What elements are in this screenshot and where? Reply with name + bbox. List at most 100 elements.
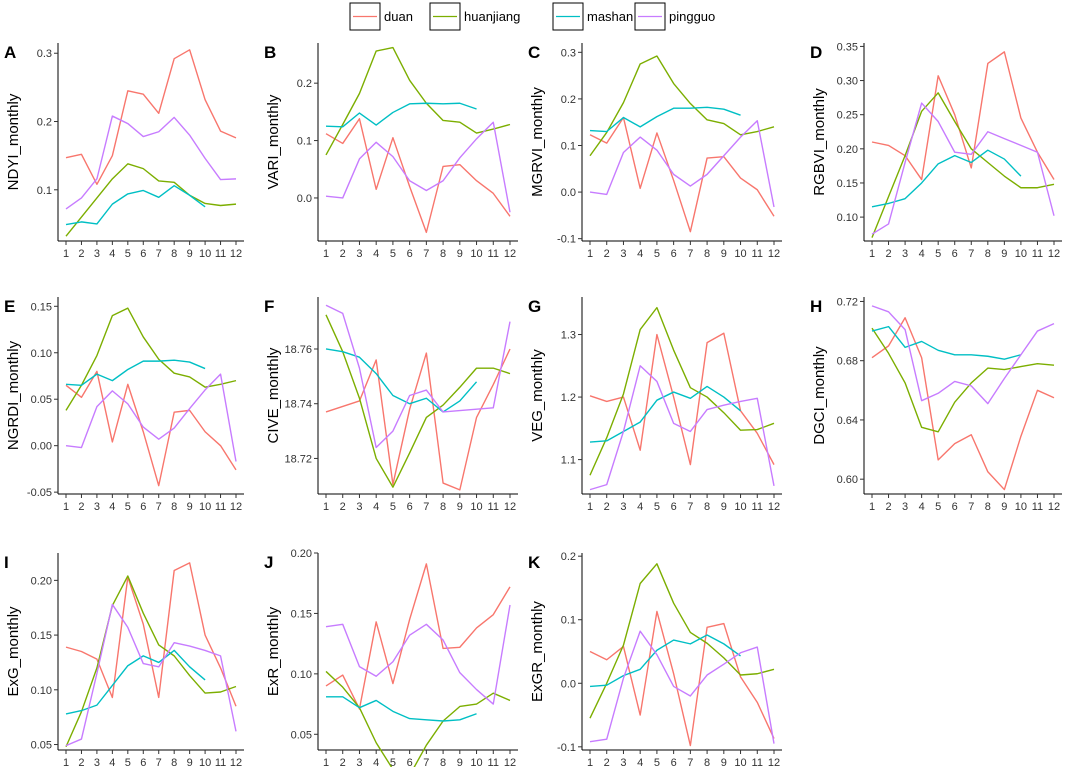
panel-label: A <box>4 43 16 62</box>
y-tick-label: 0.05 <box>31 740 52 752</box>
y-tick-label: -0.1 <box>557 742 576 754</box>
x-tick-label: 8 <box>171 757 177 767</box>
x-tick-label: 11 <box>215 757 226 767</box>
y-tick-label: 0.2 <box>561 94 576 106</box>
x-tick-label: 11 <box>1032 248 1043 260</box>
x-tick-label: 8 <box>171 501 177 513</box>
x-tick-label: 6 <box>140 248 146 260</box>
x-tick-label: 6 <box>407 757 413 767</box>
x-tick-label: 2 <box>340 757 346 767</box>
series-line-duan <box>589 116 775 233</box>
legend-item-duan: duan <box>349 2 413 31</box>
x-tick-label: 12 <box>768 248 780 260</box>
x-tick-label: 12 <box>230 501 242 513</box>
y-axis-title: VEG_monthly <box>529 349 546 442</box>
y-axis-title: DGCI_monthly <box>811 346 828 445</box>
x-tick-label: 3 <box>356 501 362 513</box>
series-line-huanjiang <box>65 163 237 237</box>
series-line-pingguo <box>589 365 775 491</box>
x-tick-label: 12 <box>768 757 780 767</box>
x-tick-label: 8 <box>171 248 177 260</box>
series-line-huanjiang <box>871 92 1055 238</box>
y-tick-label: 0.0 <box>297 193 312 205</box>
panel-label: K <box>528 553 541 572</box>
series-line-pingguo <box>65 373 237 462</box>
legend-label: mashan <box>587 9 633 24</box>
y-tick-label: 0.10 <box>31 348 52 360</box>
x-tick-label: 7 <box>687 757 693 767</box>
x-tick-label: 8 <box>440 248 446 260</box>
x-tick-label: 1 <box>587 248 593 260</box>
panel-label: G <box>528 297 541 316</box>
x-tick-label: 4 <box>637 757 643 767</box>
x-tick-label: 6 <box>140 501 146 513</box>
x-tick-label: 4 <box>637 501 643 513</box>
x-tick-label: 3 <box>620 248 626 260</box>
y-tick-label: 0.05 <box>31 394 52 406</box>
y-tick-label: 1.1 <box>561 455 576 467</box>
series-line-mashan <box>65 359 206 386</box>
y-tick-label: 0.35 <box>837 41 858 53</box>
x-tick-label: 11 <box>1032 501 1043 513</box>
series-line-duan <box>589 332 775 466</box>
x-tick-label: 7 <box>968 248 974 260</box>
x-tick-label: 7 <box>687 501 693 513</box>
x-tick-label: 11 <box>215 501 226 513</box>
x-tick-label: 8 <box>985 501 991 513</box>
series-line-duan <box>65 370 237 487</box>
series-line-huanjiang <box>871 327 1055 433</box>
y-tick-label: 0.30 <box>837 76 858 88</box>
legend-label: duan <box>384 9 413 24</box>
panel-label: H <box>810 297 822 316</box>
y-tick-label: -0.05 <box>27 487 52 499</box>
x-tick-label: 7 <box>156 757 162 767</box>
x-tick-label: 1 <box>323 248 329 260</box>
x-tick-label: 4 <box>109 757 115 767</box>
series-line-duan <box>65 49 237 186</box>
x-tick-label: 12 <box>504 248 516 260</box>
x-tick-label: 3 <box>356 248 362 260</box>
series-line-huanjiang <box>325 46 511 156</box>
y-tick-label: 0.2 <box>37 117 52 129</box>
legend-item-pingguo: pingguo <box>634 2 715 31</box>
y-tick-label: 0.25 <box>837 110 858 122</box>
series-line-duan <box>871 317 1055 491</box>
x-tick-label: 10 <box>470 248 482 260</box>
x-tick-label: 12 <box>230 248 242 260</box>
y-tick-label: 0.3 <box>561 47 576 59</box>
series-line-mashan <box>871 149 1022 208</box>
y-tick-label: 0.1 <box>561 615 576 627</box>
x-tick-label: 1 <box>587 757 593 767</box>
x-tick-label: 4 <box>373 501 379 513</box>
x-tick-label: 5 <box>390 757 396 767</box>
y-tick-label: 0.72 <box>837 296 858 308</box>
x-tick-label: 12 <box>1048 501 1060 513</box>
x-tick-label: 6 <box>407 248 413 260</box>
y-tick-label: 0.68 <box>837 356 858 368</box>
legend-item-huanjiang: huanjiang <box>429 2 520 31</box>
x-tick-label: 12 <box>1048 248 1060 260</box>
panel-label: B <box>264 43 276 62</box>
series-line-mashan <box>65 649 206 715</box>
x-tick-label: 2 <box>340 501 346 513</box>
x-tick-label: 4 <box>373 757 379 767</box>
x-tick-label: 10 <box>199 501 211 513</box>
x-tick-label: 11 <box>215 248 226 260</box>
x-tick-label: 2 <box>78 501 84 513</box>
y-tick-label: 0.20 <box>837 144 858 156</box>
x-tick-label: 6 <box>407 501 413 513</box>
x-tick-label: 6 <box>952 501 958 513</box>
series-line-mashan <box>871 325 1022 360</box>
y-tick-label: 0.60 <box>837 474 858 486</box>
series-line-pingguo <box>325 304 511 449</box>
series-line-duan <box>65 562 237 707</box>
x-tick-label: 1 <box>323 501 329 513</box>
x-tick-label: 1 <box>63 757 69 767</box>
x-tick-label: 1 <box>869 501 875 513</box>
panel-label: C <box>528 43 540 62</box>
x-tick-label: 10 <box>1015 248 1027 260</box>
series-line-pingguo <box>871 102 1055 235</box>
